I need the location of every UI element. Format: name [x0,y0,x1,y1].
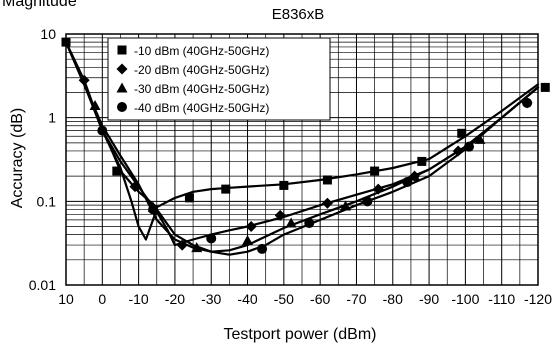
data-point-triangle [285,217,297,228]
data-point-diamond [129,181,141,193]
data-point-circle [402,177,413,188]
chart-super-title: Magnitude [2,0,77,10]
x-tick-label: 10 [58,291,74,307]
chart-title: E836xB [272,6,325,23]
x-tick-label: -90 [419,291,439,307]
data-point-circle [257,243,268,254]
x-tick-label: -80 [383,291,403,307]
legend-label: -40 dBm (40GHz-50GHz) [134,101,269,115]
data-point-circle [148,204,159,215]
legend-marker-triangle [116,82,128,93]
data-point-square [279,180,289,190]
x-tick-label: 0 [98,291,106,307]
legend-marker-square [117,45,127,55]
y-tick-label: 0.01 [29,277,56,293]
x-tick-label: -120 [524,291,552,307]
data-point-square [112,166,122,176]
data-point-square [370,166,380,176]
y-tick-label: 10 [40,26,56,42]
y-tick-label: 1 [48,110,56,126]
legend: -10 dBm (40GHz-50GHz) -20 dBm (40GHz-50GH… [107,37,331,121]
data-point-square [221,184,231,194]
data-point-diamond [321,197,333,209]
data-point-diamond [78,74,90,86]
x-tick-label: -30 [201,291,221,307]
data-point-circle [97,125,108,136]
legend-label: -10 dBm (40GHz-50GHz) [134,44,269,58]
data-point-triangle [409,170,421,181]
data-point-square [61,37,71,47]
series-markers [61,37,550,254]
x-tick-label: -10 [128,291,148,307]
x-tick-label: -70 [346,291,366,307]
data-point-square [184,193,194,203]
x-tick-label: -100 [451,291,479,307]
data-point-triangle [340,200,352,211]
y-tick-label: 0.1 [37,193,57,209]
data-point-triangle [242,235,254,246]
data-point-triangle [89,99,101,110]
data-point-square [540,82,550,92]
data-point-circle [362,196,373,207]
x-tick-label: -60 [310,291,330,307]
data-point-circle [206,233,217,244]
x-tick-label: -50 [274,291,294,307]
legend-marker-circle [117,102,127,112]
data-point-square [417,156,427,166]
data-point-square [322,175,332,185]
legend-label: -30 dBm (40GHz-50GHz) [134,82,269,96]
legend-box [107,37,331,121]
data-point-diamond [274,209,286,221]
data-point-diamond [176,239,188,251]
data-point-diamond [245,221,257,233]
data-point-diamond [372,183,384,195]
data-point-square [457,128,467,138]
data-point-circle [304,218,315,229]
data-point-circle [464,141,475,152]
plot-frame [65,33,539,286]
x-tick-label: -40 [237,291,257,307]
y-axis-title: Accuracy (dB) [9,108,26,208]
legend-label: -20 dBm (40GHz-50GHz) [134,63,269,77]
legend-marker-diamond [116,63,128,75]
x-tick-label: -20 [165,291,185,307]
data-point-triangle [191,242,203,253]
data-point-circle [522,97,533,108]
series-line-triangle [64,40,540,253]
x-tick-label: -110 [488,291,515,307]
data-point-triangle [474,133,486,144]
x-axis-title: Testport power (dBm) [224,326,377,343]
data-point-diamond [452,145,464,157]
tick-labels: 10 0 -10 -20 -30 -40 -50 -60 -70 -80 -90 -100 -110 -1… [29,26,552,307]
